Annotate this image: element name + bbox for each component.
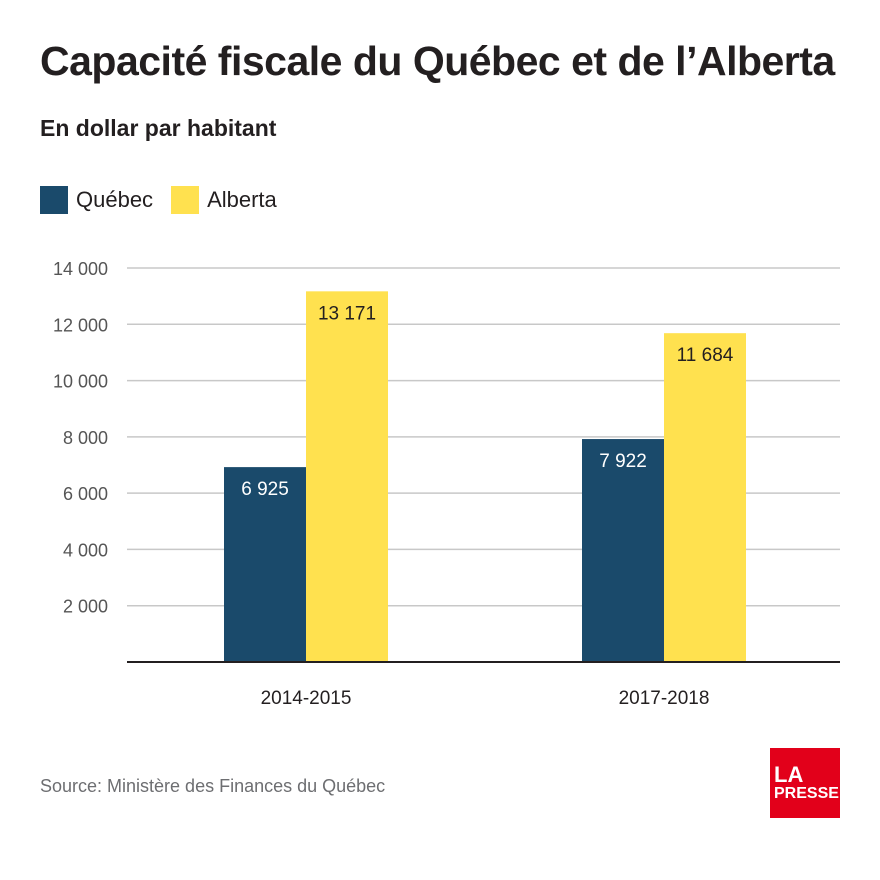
la-presse-logo: LA PRESSE [770, 748, 840, 818]
bar-alberta [664, 333, 746, 662]
legend-item-quebec: Québec [40, 186, 153, 214]
legend-swatch-alberta [171, 186, 200, 214]
logo-line2: PRESSE [774, 785, 839, 803]
y-tick-label: 4 000 [63, 540, 108, 560]
y-tick-label: 8 000 [63, 428, 108, 448]
data-label: 11 684 [677, 345, 734, 366]
source-note: Source: Ministère des Finances du Québec [40, 776, 386, 796]
legend-swatch-quebec [40, 186, 68, 214]
chart-subtitle: En dollar par habitant [40, 115, 277, 141]
y-tick-label: 10 000 [53, 372, 108, 392]
y-tick-label: 6 000 [63, 484, 108, 504]
bar-quebec [582, 439, 664, 662]
legend: Québec Alberta [40, 186, 295, 214]
legend-label-alberta: Alberta [207, 187, 277, 212]
legend-label-quebec: Québec [76, 187, 154, 212]
y-tick-label: 12 000 [53, 315, 108, 335]
legend-item-alberta: Alberta [171, 186, 277, 214]
data-label: 13 171 [318, 303, 376, 324]
y-tick-label: 14 000 [53, 259, 108, 279]
data-label: 6 925 [241, 479, 289, 500]
bar-alberta [306, 291, 388, 662]
logo-line1: LA [774, 762, 804, 788]
x-tick-label: 2014-2015 [261, 688, 352, 709]
y-tick-label: 2 000 [63, 597, 108, 617]
bar-quebec [224, 467, 306, 662]
chart-title: Capacité fiscale du Québec et de l’Alber… [40, 38, 835, 84]
x-tick-label: 2017-2018 [619, 688, 710, 709]
data-label: 7 922 [599, 451, 647, 472]
